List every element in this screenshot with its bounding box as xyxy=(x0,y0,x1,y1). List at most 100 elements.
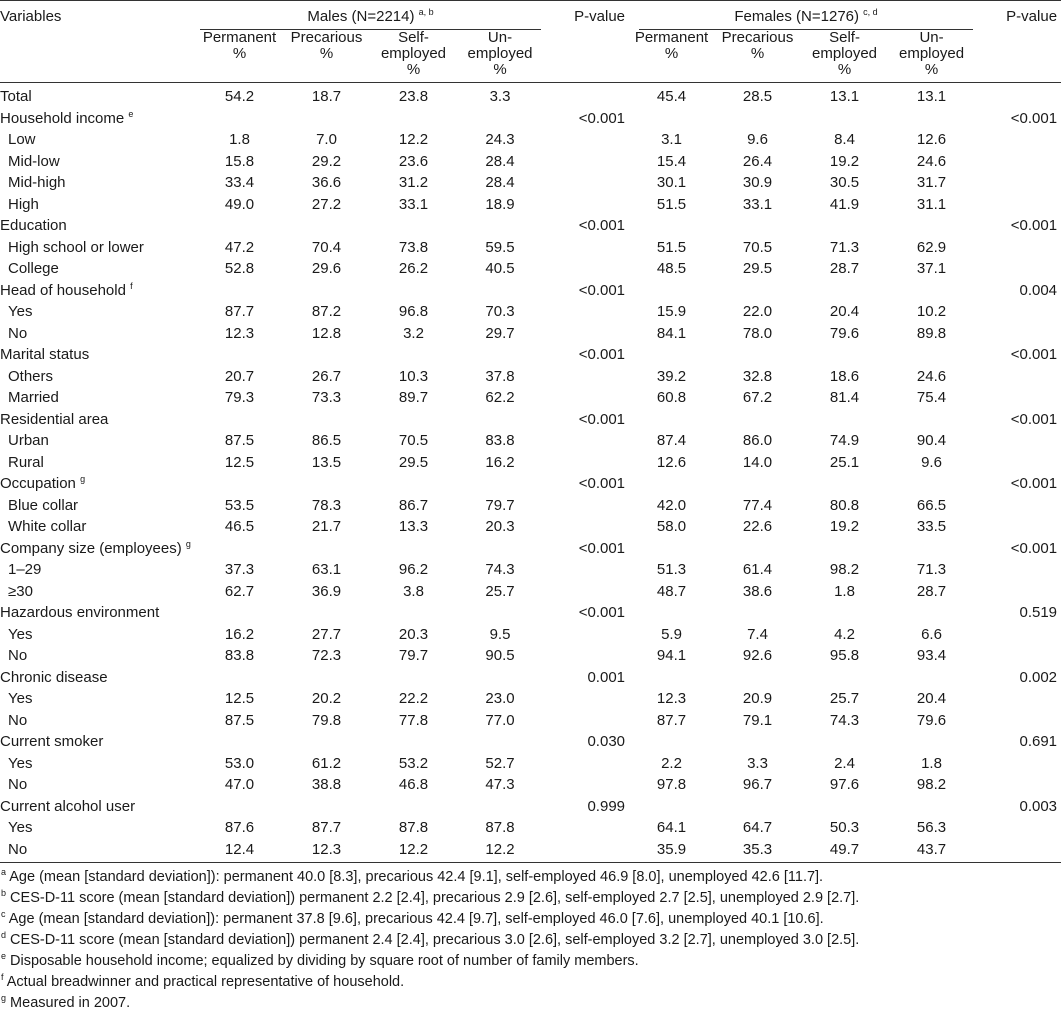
row-label: Yes xyxy=(0,688,196,710)
row-label: Current alcohol user xyxy=(0,796,196,818)
females-self-employed-cell: 2.4 xyxy=(834,754,855,772)
females-permanent-cell xyxy=(629,473,714,495)
row-label-text: Yes xyxy=(8,819,33,836)
females-precarious-cell: 86.0 xyxy=(742,432,773,449)
males-precarious-cell xyxy=(283,602,370,624)
table-row-variable: Company size (employees) g <0.001 <0.001 xyxy=(0,538,1061,560)
males-pvalue-cell xyxy=(543,495,629,517)
females-unemployed-cell xyxy=(888,538,975,560)
males-pvalue-cell: <0.001 xyxy=(578,217,626,234)
males-permanent-cell xyxy=(196,108,283,130)
females-permanent-cell: 84.1 xyxy=(656,324,687,342)
females-unemployed-cell xyxy=(888,796,975,818)
males-permanent-cell xyxy=(196,473,283,495)
row-label: Yes xyxy=(0,624,196,646)
males-permanent-cell: 20.7 xyxy=(224,367,255,385)
row-label-text: Total xyxy=(0,88,32,105)
females-group-footnote-mark: c, d xyxy=(863,7,878,17)
row-label-text: Yes xyxy=(8,303,33,320)
footnote-b: b CES-D-11 score (mean [standard deviati… xyxy=(1,888,1061,909)
row-label: Company size (employees) g xyxy=(0,538,196,560)
males-permanent-cell: 79.3 xyxy=(224,389,255,406)
males-permanent-cell: 53.0 xyxy=(224,754,255,772)
females-permanent-cell: 48.7 xyxy=(656,582,687,600)
males-self-employed-cell: 20.3 xyxy=(398,625,429,643)
row-label: Yes xyxy=(0,301,196,323)
row-label-text: Yes xyxy=(8,754,33,772)
row-label: Mid-low xyxy=(0,151,196,173)
males-pvalue-cell xyxy=(543,516,629,538)
males-precarious-cell: 21.7 xyxy=(311,518,342,535)
females-pvalue-cell xyxy=(975,323,1061,345)
males-unemployed-cell: 59.5 xyxy=(485,238,515,256)
females-permanent-cell xyxy=(629,667,714,689)
table-row-category: No 87.5 79.8 77.8 77.0 87.7 79.1 74.3 79.6 xyxy=(0,710,1061,732)
females-permanent-cell: 30.1 xyxy=(656,174,687,191)
column-header-line: employed xyxy=(380,45,447,62)
males-self-employed-cell xyxy=(370,344,457,366)
row-label-text: Rural xyxy=(8,453,44,471)
females-self-employed-cell: 18.6 xyxy=(829,367,860,385)
males-permanent-cell xyxy=(196,796,283,818)
males-unemployed-cell: 52.7 xyxy=(485,754,515,772)
table-footnotes: a Age (mean [standard deviation]): perma… xyxy=(0,863,1061,1014)
row-label: College xyxy=(0,258,196,280)
females-pvalue-cell: <0.001 xyxy=(1010,346,1058,363)
table-row-variable: Total 54.2 18.7 23.8 3.3 45.4 28.5 13.1 13.1 xyxy=(0,83,1061,108)
column-header-line: % xyxy=(232,45,247,62)
row-label-text: White collar xyxy=(8,518,87,535)
males-unemployed-cell: 23.0 xyxy=(485,690,515,707)
row-label-text: High xyxy=(8,195,39,213)
males-pvalue-cell xyxy=(543,129,629,151)
males-self-employed-cell: 53.2 xyxy=(398,754,429,772)
footnote-text: Measured in 2007. xyxy=(10,995,131,1011)
table-row-category: High 49.0 27.2 33.1 18.9 51.5 33.1 41.9 31.1 xyxy=(0,194,1061,216)
females-unemployed-cell xyxy=(888,731,975,753)
males-permanent-cell xyxy=(196,602,283,624)
row-label: Household income e xyxy=(0,108,196,130)
females-unemployed-cell: 56.3 xyxy=(916,819,947,836)
females-self-employed-cell xyxy=(801,473,888,495)
males-unemployed-cell xyxy=(457,473,543,495)
males-self-employed-cell xyxy=(370,796,457,818)
footnote-text: Disposable household income; equalized b… xyxy=(10,953,639,969)
males-unemployed-cell: 12.2 xyxy=(457,838,544,863)
males-precarious-cell xyxy=(283,280,370,302)
males-self-employed-cell: 29.5 xyxy=(398,453,429,471)
females-permanent-cell: 12.6 xyxy=(656,453,687,471)
females-permanent-cell: 87.7 xyxy=(656,711,687,729)
footnote-mark: d xyxy=(1,930,7,941)
females-self-employed-cell: 1.8 xyxy=(834,582,855,600)
males-pvalue-cell xyxy=(543,237,629,259)
table-row-category: College 52.8 29.6 26.2 40.5 48.5 29.5 28.7 37.1 xyxy=(0,258,1061,280)
row-label-text: Head of household xyxy=(0,281,126,299)
males-pvalue-cell xyxy=(543,172,629,194)
females-permanent-cell: 94.1 xyxy=(656,647,687,664)
females-self-employed-cell: 19.2 xyxy=(829,152,860,170)
column-header-line: % xyxy=(837,61,852,78)
females-unemployed-cell: 33.5 xyxy=(916,518,947,535)
females-precarious-cell xyxy=(714,280,801,302)
males-unemployed-cell: 3.3 xyxy=(489,88,511,105)
males-precarious-cell: 27.7 xyxy=(311,625,342,643)
footnote-g: g Measured in 2007. xyxy=(1,993,1061,1014)
males-precarious-cell: 36.6 xyxy=(311,174,342,191)
females-unemployed-cell: 43.7 xyxy=(888,838,976,863)
males-unemployed-cell: 9.5 xyxy=(489,625,511,643)
females-precarious-cell: 32.8 xyxy=(742,367,773,385)
footnote-mark: g xyxy=(80,474,86,484)
table-row-category: Low 1.8 7.0 12.2 24.3 3.1 9.6 8.4 12.6 xyxy=(0,129,1061,151)
females-unemployed-cell: 28.7 xyxy=(916,582,947,600)
row-label: ≥30 xyxy=(0,581,196,603)
table-row-variable: Education <0.001 <0.001 xyxy=(0,215,1061,237)
females-pvalue-cell xyxy=(975,774,1061,796)
row-label-text: Others xyxy=(8,367,54,385)
males-permanent-cell xyxy=(196,731,283,753)
males-pvalue-cell: <0.001 xyxy=(578,539,626,557)
females-precarious-cell: 22.0 xyxy=(742,303,773,320)
males-pvalue-cell xyxy=(543,774,629,796)
row-label-text: Blue collar xyxy=(8,496,79,514)
females-self-employed-cell xyxy=(801,108,888,130)
males-pvalue-cell xyxy=(543,194,629,216)
footnote-f: f Actual breadwinner and practical repre… xyxy=(1,972,1061,993)
